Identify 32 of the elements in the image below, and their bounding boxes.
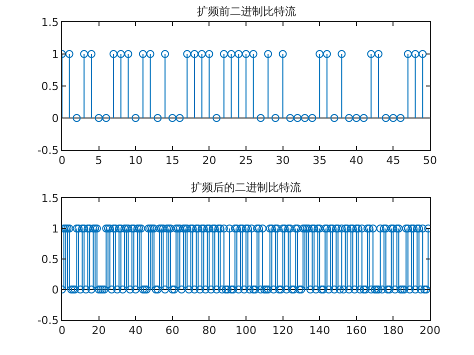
x-tick-label: 35 — [312, 154, 327, 168]
x-tick-label: 15 — [165, 154, 180, 168]
y-tick-label: 1 — [52, 48, 59, 61]
chart-title: 扩频前二进制比特流 — [197, 5, 296, 18]
x-tick-label: 20 — [202, 154, 216, 168]
y-tick-label: 0 — [52, 112, 59, 125]
x-tick-label: 80 — [202, 324, 216, 338]
x-tick-label: 180 — [382, 324, 404, 338]
y-tick-label: 1 — [52, 222, 59, 236]
x-tick-label: 30 — [276, 154, 290, 168]
x-tick-label: 140 — [309, 324, 330, 338]
x-tick-label: 40 — [128, 324, 143, 338]
x-tick-label: 10 — [128, 154, 143, 168]
y-tick-label: 0.5 — [41, 252, 59, 266]
x-tick-label: 160 — [346, 324, 367, 338]
y-tick-label: 0 — [52, 283, 59, 296]
x-tick-label: 20 — [92, 324, 106, 338]
x-tick-label: 120 — [272, 324, 294, 338]
x-tick-label: 200 — [420, 324, 440, 338]
x-tick-label: 60 — [165, 324, 180, 338]
x-tick-label: 25 — [239, 154, 253, 168]
y-tick-label: 1.5 — [41, 192, 59, 205]
x-tick-label: 40 — [349, 154, 364, 168]
y-tick-label: -0.5 — [37, 314, 59, 327]
chart-title: 扩频后的二进制比特流 — [191, 181, 301, 194]
x-tick-label: 100 — [236, 324, 256, 338]
x-tick-label: 5 — [95, 154, 102, 168]
y-tick-label: -0.5 — [37, 144, 59, 157]
y-tick-label: 1.5 — [41, 16, 59, 29]
x-tick-label: 50 — [423, 154, 437, 168]
y-tick-label: 0.5 — [41, 80, 59, 93]
x-tick-label: 45 — [386, 154, 400, 168]
